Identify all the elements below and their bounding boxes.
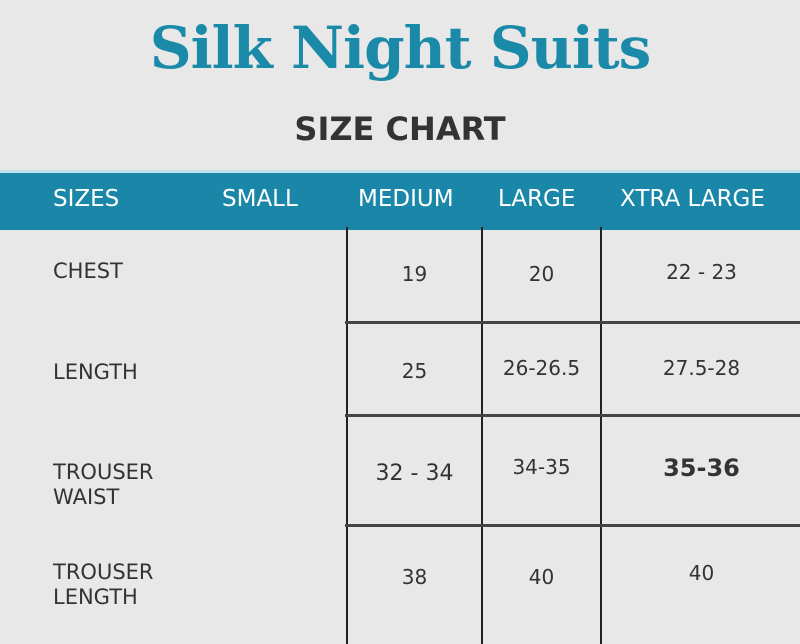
cell-length-xtra-large: 27.5-28 xyxy=(662,356,741,380)
cell-trouser-length-xtra-large: 40 xyxy=(688,561,715,585)
cell-waist-xtra-large: 35-36 xyxy=(663,454,740,482)
row-label-trouser-waist: TROUSER WAIST xyxy=(53,460,154,510)
label-line: WAIST xyxy=(53,485,120,509)
cell-length-medium: 25 xyxy=(401,359,428,383)
table-header xyxy=(0,170,800,230)
cell-chest-medium: 19 xyxy=(401,262,428,286)
row-divider xyxy=(345,321,800,324)
cell-waist-medium: 32 - 34 xyxy=(375,461,454,486)
label-line: TROUSER xyxy=(53,460,154,484)
label-line: TROUSER xyxy=(53,560,154,584)
header-small: SMALL xyxy=(222,186,298,212)
row-divider xyxy=(345,524,800,527)
header-xtra-large: XTRA LARGE xyxy=(620,186,765,212)
cell-chest-xtra-large: 22 - 23 xyxy=(666,260,737,284)
column-divider xyxy=(600,227,602,644)
column-divider xyxy=(346,227,348,644)
label-line: LENGTH xyxy=(53,585,138,609)
cell-length-large: 26-26.5 xyxy=(502,356,581,380)
cell-waist-large: 34-35 xyxy=(512,455,571,479)
header-sizes: SIZES xyxy=(53,186,120,212)
header-medium: MEDIUM xyxy=(358,186,454,212)
header-large: LARGE xyxy=(498,186,576,212)
row-label-length: LENGTH xyxy=(53,360,138,384)
cell-trouser-length-large: 40 xyxy=(528,565,555,589)
row-divider xyxy=(345,414,800,417)
page-title: Silk Night Suits xyxy=(149,14,652,82)
column-divider xyxy=(481,227,483,644)
row-label-chest: CHEST xyxy=(53,259,123,283)
cell-chest-large: 20 xyxy=(528,262,555,286)
row-label-trouser-length: TROUSER LENGTH xyxy=(53,560,154,610)
page-subtitle: SIZE CHART xyxy=(294,110,506,148)
cell-trouser-length-medium: 38 xyxy=(401,565,428,589)
